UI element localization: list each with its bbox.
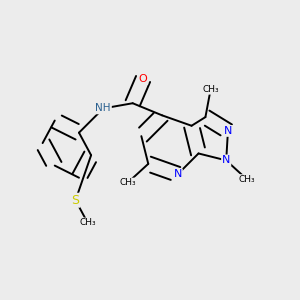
Text: S: S xyxy=(71,194,80,207)
Text: CH₃: CH₃ xyxy=(202,85,219,94)
Text: N: N xyxy=(173,169,182,179)
Text: CH₃: CH₃ xyxy=(239,175,255,184)
Text: CH₃: CH₃ xyxy=(79,218,96,227)
Text: O: O xyxy=(139,74,147,84)
Text: NH: NH xyxy=(95,103,111,113)
Text: CH₃: CH₃ xyxy=(119,178,136,188)
Text: N: N xyxy=(222,155,230,165)
Text: N: N xyxy=(224,126,232,136)
